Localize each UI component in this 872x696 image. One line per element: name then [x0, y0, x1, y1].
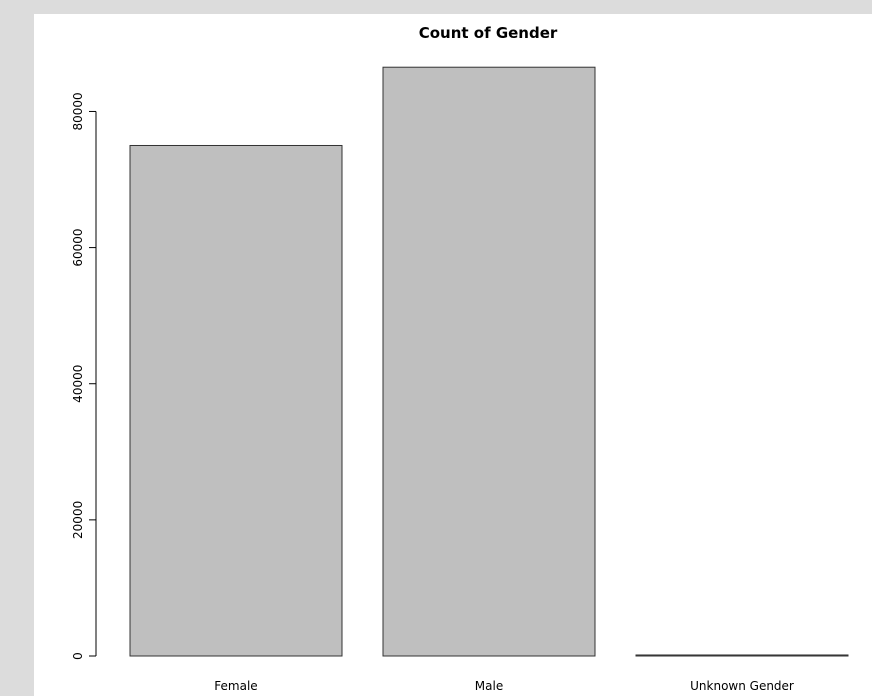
bar-female	[129, 144, 343, 657]
bars-group	[129, 66, 849, 657]
x-category-label: Unknown Gender	[690, 679, 794, 693]
y-axis: 0 20000 40000 60000 80000	[71, 92, 97, 660]
y-tick-label: 60000	[71, 228, 85, 266]
x-axis-labels: Female Male Unknown Gender	[214, 679, 794, 693]
y-tick-label: 80000	[71, 92, 85, 130]
x-category-label: Female	[214, 679, 257, 693]
bar-male	[382, 66, 596, 657]
y-tick-label: 40000	[71, 365, 85, 403]
y-tick-label: 0	[71, 652, 85, 660]
bar-unknown-gender	[635, 654, 849, 657]
x-category-label: Male	[475, 679, 503, 693]
chart-title: Count of Gender	[419, 24, 558, 42]
y-tick-label: 20000	[71, 501, 85, 539]
